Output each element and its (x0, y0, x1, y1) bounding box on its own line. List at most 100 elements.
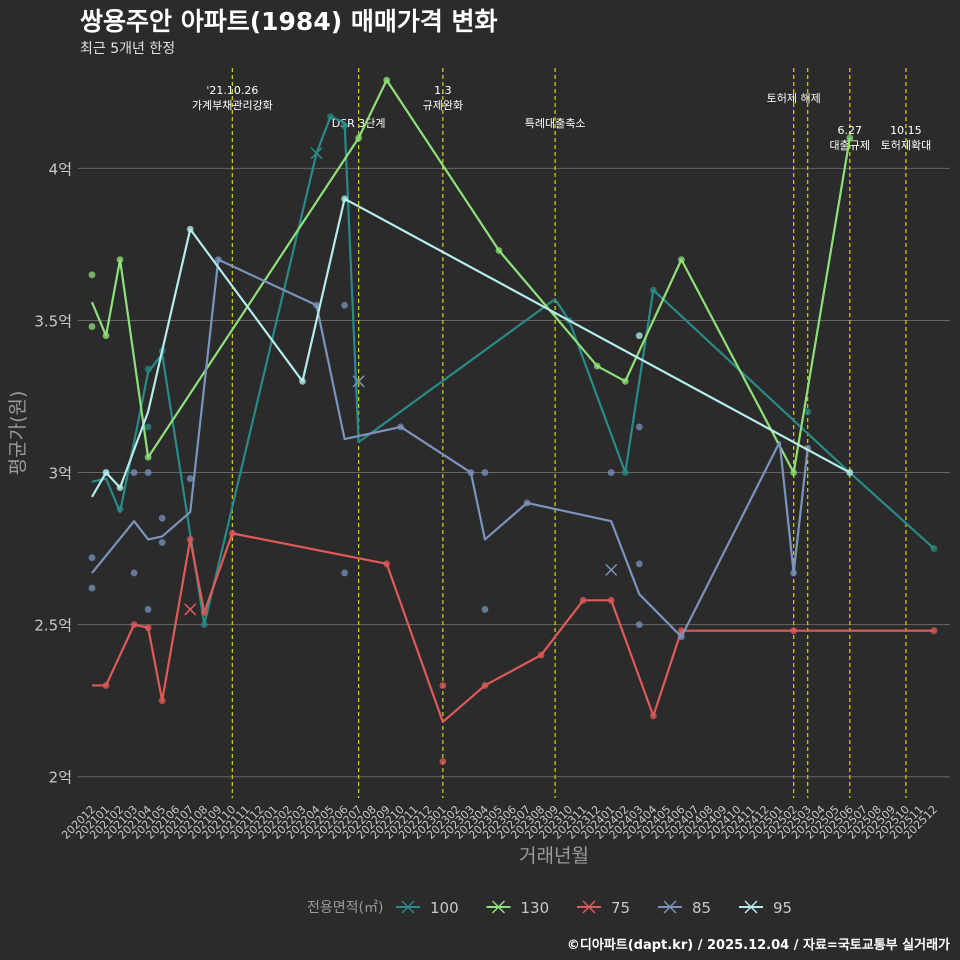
data-point (186, 225, 194, 233)
legend-label: 130 (521, 899, 550, 917)
data-point (635, 423, 643, 431)
event-label: '21.10.26 가계부채관리강화 (192, 84, 273, 112)
axis-layer: 2억2.5억3억3.5억4억20201220210120210220210320… (7, 160, 940, 867)
data-point (341, 301, 348, 309)
data-point (88, 554, 96, 562)
legend-swatch-marker (582, 900, 596, 914)
data-point (200, 609, 208, 616)
data-point (116, 484, 124, 492)
data-point (144, 423, 152, 431)
data-point (88, 271, 96, 279)
legend-swatch-marker (744, 900, 758, 914)
y-tick-label: 4억 (49, 160, 72, 178)
data-point (158, 514, 166, 522)
data-point (579, 596, 587, 604)
x-axis-title: 거래년월 (519, 845, 589, 867)
event-label-line: 토허제 해제 (767, 91, 821, 105)
event-label: DSR 3단계 (332, 117, 386, 130)
data-point (116, 256, 124, 264)
data-point (327, 113, 334, 121)
event-label-line: 1.3 (434, 84, 452, 97)
data-point (144, 624, 152, 632)
series-line-95 (91, 197, 851, 498)
series-line-100 (91, 115, 935, 626)
event-label: 토허제 해제 (767, 91, 821, 105)
legend-swatch-marker (491, 900, 506, 914)
data-point (467, 469, 475, 476)
event-label-line: 10.15 (890, 124, 922, 137)
data-point (481, 469, 489, 476)
data-point (439, 682, 447, 689)
data-point (355, 134, 363, 142)
data-point (649, 712, 657, 720)
event-label-line: 가계부채관리강화 (192, 99, 273, 112)
data-point (523, 499, 531, 507)
data-point (593, 362, 601, 370)
legend-item-130: 130 (486, 899, 550, 917)
legend: 전용면적(㎡) 100 130 75 85 95 (307, 899, 792, 917)
data-point (678, 256, 685, 264)
data-point (607, 596, 615, 604)
data-point (481, 682, 489, 689)
data-point (88, 584, 96, 592)
data-point (88, 323, 96, 330)
legend-swatch-marker (663, 900, 677, 914)
data-point (846, 134, 854, 142)
legend-item-85: 85 (658, 899, 711, 917)
data-point (186, 475, 194, 483)
data-point (537, 651, 545, 659)
data-point (200, 621, 208, 629)
event-label-line: 규제완화 (423, 99, 463, 112)
data-point (102, 682, 110, 689)
data-point (341, 569, 348, 577)
legend-label: 95 (773, 899, 792, 917)
data-point (397, 423, 405, 431)
data-point (804, 408, 812, 416)
series-layer (88, 76, 938, 765)
data-point (383, 76, 391, 84)
data-point (158, 539, 166, 546)
event-label-line: DSR 3단계 (332, 117, 386, 130)
event-label: 특례대출축소 (525, 117, 586, 130)
legend-item-100: 100 (396, 899, 459, 917)
data-point (930, 545, 938, 552)
event-label: 6.27 대출규제 (830, 124, 870, 152)
legend-label: 85 (692, 899, 711, 917)
data-point (158, 697, 166, 705)
event-label: 10.15 토허제확대 (881, 124, 932, 152)
legend-swatch-marker (401, 900, 415, 914)
data-point (341, 195, 348, 203)
data-point (144, 365, 152, 373)
data-point (930, 627, 938, 635)
cancelled-marker (310, 147, 323, 160)
legend-item-95: 95 (739, 899, 792, 917)
data-point (228, 529, 236, 537)
y-tick-label: 3억 (49, 465, 72, 483)
series-75 (92, 529, 938, 765)
y-tick-label: 3.5억 (34, 312, 72, 330)
series-85 (88, 256, 812, 641)
data-point (144, 453, 152, 461)
data-point (481, 606, 489, 613)
data-point (102, 469, 110, 476)
data-point (130, 621, 138, 629)
cancelled-marker (605, 563, 618, 576)
data-point (299, 377, 306, 385)
data-point (678, 633, 685, 641)
data-point (790, 569, 798, 577)
y-tick-label: 2.5억 (34, 617, 72, 635)
data-point (790, 627, 798, 635)
data-point (621, 377, 629, 385)
data-point (186, 536, 194, 543)
data-point (383, 560, 391, 568)
data-point (495, 247, 503, 254)
chart-title: 쌍용주안 아파트(1984) 매매가격 변화 (80, 7, 498, 36)
series-line-130 (90, 79, 851, 474)
data-point (313, 301, 320, 309)
legend-title: 전용면적(㎡) (307, 900, 383, 916)
data-point (130, 569, 138, 577)
y-axis-title: 평균가(원) (7, 391, 29, 476)
data-point (341, 122, 348, 130)
event-label-line: '21.10.26 (206, 84, 258, 97)
